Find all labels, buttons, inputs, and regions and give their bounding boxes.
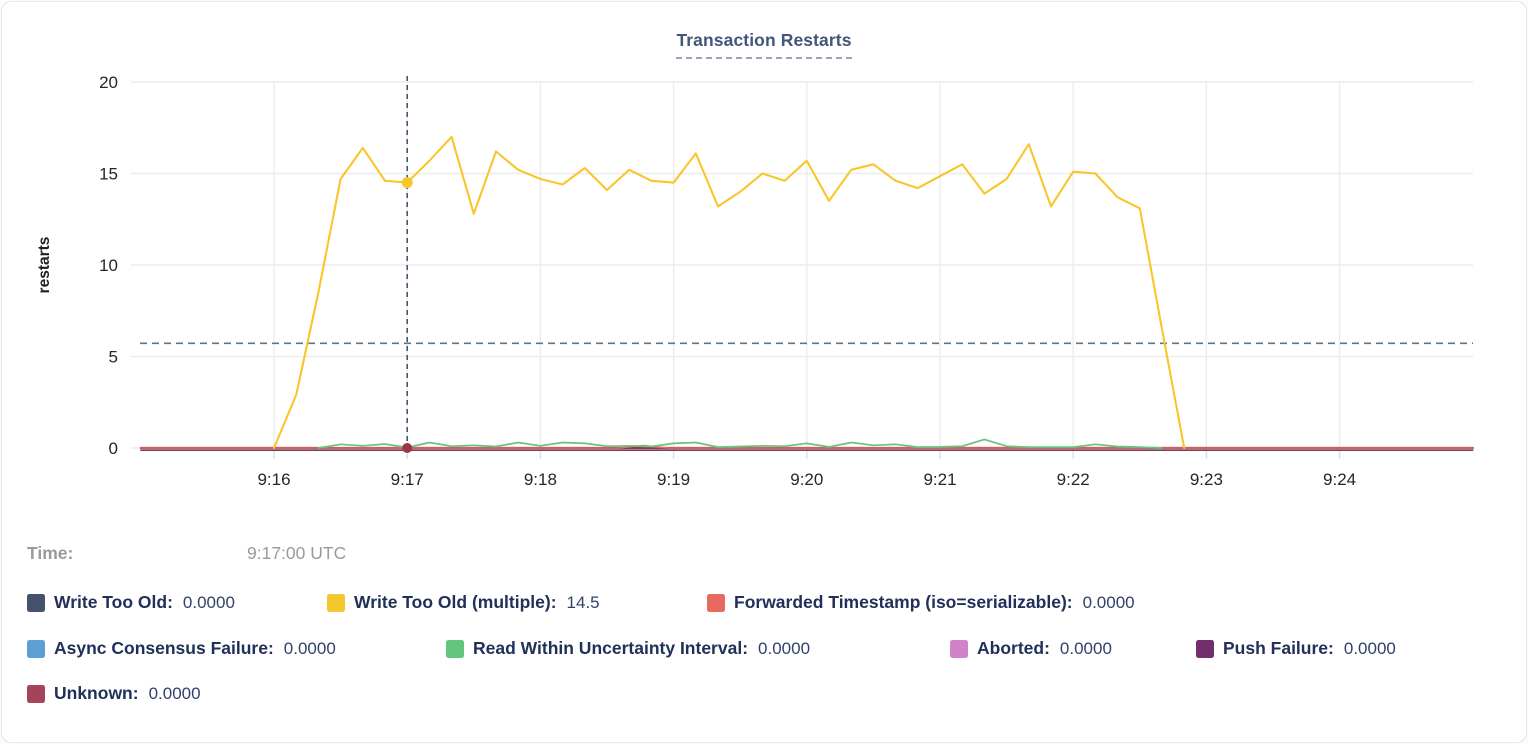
series-lines <box>139 135 1474 451</box>
legend-color-swatch <box>27 593 45 612</box>
hover-dot <box>402 443 413 453</box>
chart-title[interactable]: Transaction Restarts <box>676 30 852 59</box>
y-tick-label: 20 <box>99 73 118 92</box>
legend-item-push-failure: Push Failure: 0.0000 <box>1196 636 1396 661</box>
legend-item-write-too-old: Write Too Old: 0.0000 <box>27 590 235 615</box>
legend-item-async-consensus-failure: Async Consensus Failure: 0.0000 <box>27 636 336 661</box>
series-read-within-uncertainty-interval <box>317 438 1163 449</box>
legend-label: Forwarded Timestamp (iso=serializable): <box>734 592 1073 612</box>
y-tick-label: 0 <box>109 439 118 458</box>
x-tick-label: 9:18 <box>524 470 557 489</box>
hover-time-value: 9:17:00 UTC <box>247 543 347 563</box>
legend-value: 0.0000 <box>182 592 235 612</box>
legend-label: Read Within Uncertainty Interval: <box>473 638 749 658</box>
legend-value: 14.5 <box>566 592 600 612</box>
y-tick-label: 15 <box>99 165 118 184</box>
legend-label: Write Too Old (multiple): <box>354 592 557 612</box>
y-tick-label: 10 <box>99 256 118 275</box>
legend-value: 0.0000 <box>283 638 336 658</box>
hover-time-label: Time: <box>27 543 74 563</box>
x-tick-label: 9:24 <box>1323 470 1356 489</box>
legend-value: 0.0000 <box>1343 638 1396 658</box>
hover-crosshair <box>140 76 1473 448</box>
legend-label: Push Failure: <box>1223 638 1334 658</box>
legend-color-swatch <box>707 593 725 612</box>
x-tick-label: 9:17 <box>391 470 424 489</box>
chart-header: Transaction Restarts <box>2 30 1526 59</box>
x-tick-label: 9:23 <box>1190 470 1223 489</box>
legend-value: 0.0000 <box>1059 638 1112 658</box>
hover-dots <box>401 177 413 453</box>
legend-value: 0.0000 <box>758 638 811 658</box>
legend-color-swatch <box>27 684 45 703</box>
legend-value: 0.0000 <box>148 683 201 703</box>
legend-value: 0.0000 <box>1082 592 1135 612</box>
transaction-restarts-chart[interactable]: 0 5 10 15 20 9:16 9:17 9:18 9:19 9:20 9:21 9:22 9:23… <box>2 60 1527 512</box>
x-tick-label: 9:16 <box>257 470 290 489</box>
legend-label: Async Consensus Failure: <box>54 638 274 658</box>
x-tick-label: 9:20 <box>790 470 823 489</box>
legend-label: Write Too Old: <box>54 592 173 612</box>
legend-item-forwarded-timestamp-iso-serializable: Forwarded Timestamp (iso=serializable): 0… <box>707 590 1135 615</box>
legend-item-unknown: Unknown: 0.0000 <box>27 681 201 706</box>
y-tick-label: 5 <box>109 348 118 367</box>
x-tick-label: 9:21 <box>923 470 956 489</box>
hover-dot <box>401 177 413 189</box>
gridlines <box>131 81 1473 459</box>
legend-color-swatch <box>950 639 968 658</box>
legend-item-write-too-old-multiple: Write Too Old (multiple): 14.5 <box>327 590 600 615</box>
legend-item-read-within-uncertainty-interval: Read Within Uncertainty Interval: 0.0000 <box>446 636 810 661</box>
axis-labels: 0 5 10 15 20 9:16 9:17 9:18 9:19 9:20 9:21 9:22 9:23… <box>36 73 1356 489</box>
x-tick-label: 9:19 <box>657 470 690 489</box>
legend-item-aborted: Aborted: 0.0000 <box>950 636 1112 661</box>
y-axis-title: restarts <box>36 237 53 294</box>
legend-label: Unknown: <box>54 683 139 703</box>
legend-color-swatch <box>27 639 45 658</box>
legend-color-swatch <box>327 593 345 612</box>
x-tick-label: 9:22 <box>1057 470 1090 489</box>
legend-color-swatch <box>446 639 464 658</box>
series-write-too-old-multiple- <box>272 135 1186 450</box>
legend-color-swatch <box>1196 639 1214 658</box>
legend-label: Aborted: <box>977 638 1050 658</box>
